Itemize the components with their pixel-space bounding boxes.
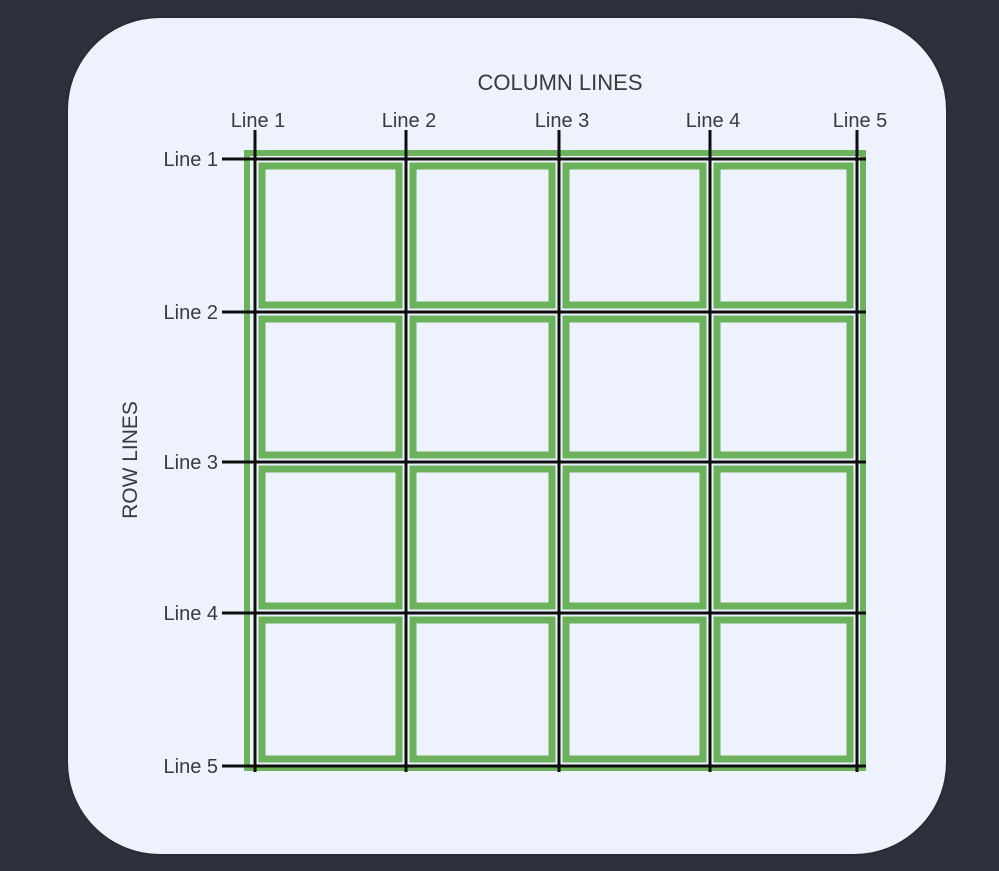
- grid-cell: [562, 162, 707, 309]
- grid-cell: [713, 465, 854, 610]
- grid-cell: [713, 315, 854, 459]
- row-line-label-3: Line 3: [164, 452, 219, 474]
- row-line-label-4: Line 4: [164, 603, 219, 625]
- grid-cell: [409, 162, 556, 309]
- row-line-labels: Line 1 Line 2 Line 3 Line 4 Line 5: [164, 149, 219, 778]
- column-line-label-3: Line 3: [535, 110, 590, 132]
- grid-cell: [409, 616, 556, 763]
- grid-cell: [409, 315, 556, 459]
- grid-cell: [409, 465, 556, 610]
- grid-cell: [713, 162, 854, 309]
- row-line-label-1: Line 1: [164, 149, 219, 171]
- grid-lines: [222, 130, 866, 772]
- diagram-card: [68, 18, 946, 854]
- row-lines-title: ROW LINES: [119, 401, 142, 519]
- row-line-label-2: Line 2: [164, 302, 219, 324]
- grid-cell: [258, 162, 403, 309]
- column-line-label-4: Line 4: [686, 110, 741, 132]
- grid-cells: [244, 150, 866, 771]
- grid-cell: [258, 616, 403, 763]
- column-line-label-1: Line 1: [231, 110, 286, 132]
- column-line-label-5: Line 5: [833, 110, 888, 132]
- grid-cell: [713, 616, 854, 763]
- grid-cell: [562, 616, 707, 763]
- grid-cell: [258, 315, 403, 459]
- column-line-labels: Line 1 Line 2 Line 3 Line 4 Line 5: [231, 110, 888, 132]
- column-line-label-2: Line 2: [382, 110, 437, 132]
- column-lines-title: COLUMN LINES: [477, 70, 642, 95]
- grid-cell: [258, 465, 403, 610]
- grid-cell: [562, 465, 707, 610]
- row-line-label-5: Line 5: [164, 756, 219, 778]
- grid-cell: [562, 315, 707, 459]
